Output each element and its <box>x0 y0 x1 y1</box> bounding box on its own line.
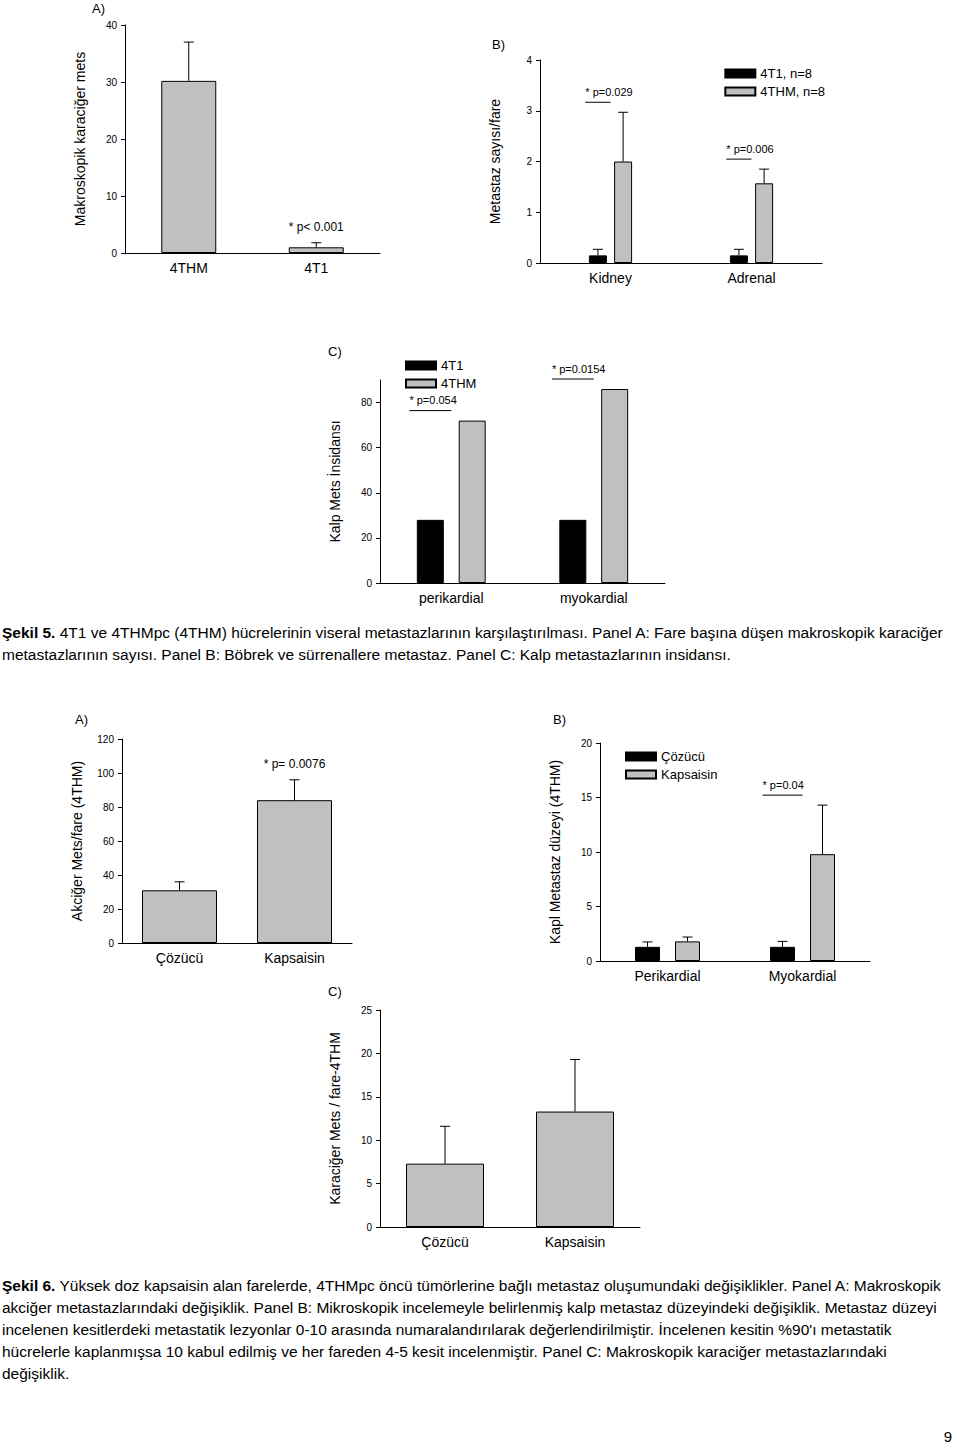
svg-text:B): B) <box>553 712 566 727</box>
svg-text:Akciğer Mets/fare (4THM): Akciğer Mets/fare (4THM) <box>69 761 85 921</box>
svg-text:Çözücü: Çözücü <box>421 1234 468 1250</box>
svg-text:* p=0.029: * p=0.029 <box>585 86 632 98</box>
svg-text:60: 60 <box>103 836 115 847</box>
svg-text:2: 2 <box>526 156 532 167</box>
svg-text:4THM, n=8: 4THM, n=8 <box>760 84 825 99</box>
svg-text:20: 20 <box>581 738 593 749</box>
svg-text:A): A) <box>75 712 88 727</box>
svg-text:100: 100 <box>97 768 114 779</box>
svg-text:A): A) <box>92 1 105 16</box>
svg-text:Metastaz sayısı/fare: Metastaz sayısı/fare <box>487 99 503 224</box>
svg-text:30: 30 <box>106 77 118 88</box>
svg-text:20: 20 <box>361 1048 373 1059</box>
svg-text:0: 0 <box>111 248 117 259</box>
svg-text:20: 20 <box>103 904 115 915</box>
svg-text:B): B) <box>492 37 505 52</box>
svg-text:3: 3 <box>526 105 532 116</box>
svg-text:60: 60 <box>361 442 373 453</box>
svg-text:Adrenal: Adrenal <box>727 270 775 286</box>
svg-text:* p=0.006: * p=0.006 <box>726 143 773 155</box>
svg-text:0: 0 <box>586 956 592 967</box>
svg-text:10: 10 <box>581 847 593 858</box>
svg-text:4T1, n=8: 4T1, n=8 <box>760 66 812 81</box>
svg-text:80: 80 <box>103 802 115 813</box>
svg-text:Kalp Mets İnsidansı: Kalp Mets İnsidansı <box>326 420 343 542</box>
svg-text:* p= 0.0076: * p= 0.0076 <box>264 757 326 771</box>
svg-text:C): C) <box>328 985 342 999</box>
svg-text:10: 10 <box>106 191 118 202</box>
svg-text:4: 4 <box>526 55 532 66</box>
svg-text:0: 0 <box>108 938 114 949</box>
svg-text:15: 15 <box>361 1091 373 1102</box>
svg-text:4T1: 4T1 <box>304 260 328 276</box>
svg-text:1: 1 <box>526 207 532 218</box>
svg-text:Kidney: Kidney <box>589 270 632 286</box>
svg-text:Kapsaisin: Kapsaisin <box>545 1234 606 1250</box>
html-text:Şekil 6. Yüksek doz kapsaisin: Şekil 6. Yüksek doz kapsaisin alan farel… <box>2 1277 941 1382</box>
svg-text:20: 20 <box>361 532 373 543</box>
svg-text:40: 40 <box>361 487 373 498</box>
svg-text:Myokardial: Myokardial <box>769 968 837 984</box>
svg-text:* p=0.04: * p=0.04 <box>763 779 804 791</box>
html-text:9: 9 <box>943 1428 952 1445</box>
svg-text:40: 40 <box>106 20 118 31</box>
svg-text:120: 120 <box>97 734 114 745</box>
svg-text:Kapsaisin: Kapsaisin <box>661 767 717 782</box>
svg-text:Kapl Metastaz düzeyi (4THM): Kapl Metastaz düzeyi (4THM) <box>547 760 563 944</box>
svg-text:10: 10 <box>361 1135 373 1146</box>
svg-text:Çözücü: Çözücü <box>156 950 203 966</box>
svg-text:4THM: 4THM <box>441 376 476 391</box>
svg-text:80: 80 <box>361 397 373 408</box>
svg-text:40: 40 <box>103 870 115 881</box>
svg-text:15: 15 <box>581 792 593 803</box>
svg-text:0: 0 <box>526 258 532 269</box>
svg-text:perikardial: perikardial <box>419 590 484 606</box>
svg-text:myokardial: myokardial <box>560 590 628 606</box>
svg-text:4THM: 4THM <box>170 260 208 276</box>
svg-text:0: 0 <box>366 578 372 589</box>
svg-text:Perikardial: Perikardial <box>634 968 700 984</box>
svg-text:* p=0.054: * p=0.054 <box>409 394 456 406</box>
svg-text:Kapsaisin: Kapsaisin <box>264 950 325 966</box>
svg-text:* p< 0.001: * p< 0.001 <box>289 220 344 234</box>
svg-text:C): C) <box>328 344 342 359</box>
svg-text:Karaciğer Mets / fare-4THM: Karaciğer Mets / fare-4THM <box>327 1032 343 1205</box>
svg-text:5: 5 <box>586 901 592 912</box>
svg-text:20: 20 <box>106 134 118 145</box>
svg-text:4T1: 4T1 <box>441 358 463 373</box>
html-text:Şekil 5. 4T1 ve 4THMpc (4THM): Şekil 5. 4T1 ve 4THMpc (4THM) hücrelerin… <box>2 624 943 663</box>
svg-text:5: 5 <box>366 1178 372 1189</box>
svg-text:Çözücü: Çözücü <box>661 749 705 764</box>
svg-text:Makroskopik karaciğer mets: Makroskopik karaciğer mets <box>72 52 88 226</box>
svg-text:0: 0 <box>366 1222 372 1233</box>
svg-text:* p=0.0154: * p=0.0154 <box>552 363 606 375</box>
svg-text:25: 25 <box>361 1005 373 1016</box>
